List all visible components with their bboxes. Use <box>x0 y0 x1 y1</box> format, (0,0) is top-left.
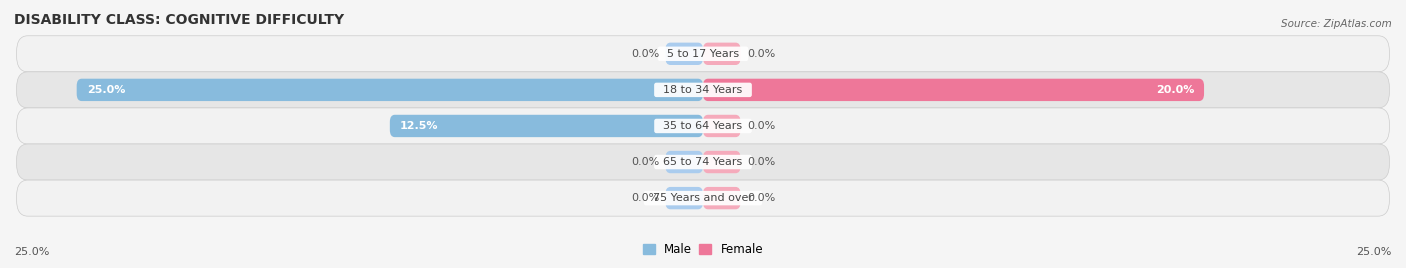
Text: 0.0%: 0.0% <box>747 157 775 167</box>
Text: Source: ZipAtlas.com: Source: ZipAtlas.com <box>1281 19 1392 29</box>
Text: 0.0%: 0.0% <box>747 121 775 131</box>
Text: 12.5%: 12.5% <box>399 121 439 131</box>
FancyBboxPatch shape <box>665 187 703 209</box>
Text: 0.0%: 0.0% <box>631 193 659 203</box>
Text: 20.0%: 20.0% <box>1156 85 1194 95</box>
Text: 0.0%: 0.0% <box>747 193 775 203</box>
Text: 18 to 34 Years: 18 to 34 Years <box>657 85 749 95</box>
FancyBboxPatch shape <box>703 115 741 137</box>
FancyBboxPatch shape <box>703 187 741 209</box>
FancyBboxPatch shape <box>703 151 741 173</box>
FancyBboxPatch shape <box>703 43 741 65</box>
Text: 65 to 74 Years: 65 to 74 Years <box>657 157 749 167</box>
Text: 35 to 64 Years: 35 to 64 Years <box>657 121 749 131</box>
FancyBboxPatch shape <box>17 144 1389 180</box>
FancyBboxPatch shape <box>665 43 703 65</box>
FancyBboxPatch shape <box>17 72 1389 108</box>
FancyBboxPatch shape <box>77 79 703 101</box>
Legend: Male, Female: Male, Female <box>638 238 768 261</box>
FancyBboxPatch shape <box>17 180 1389 216</box>
FancyBboxPatch shape <box>703 79 1204 101</box>
Text: 0.0%: 0.0% <box>631 49 659 59</box>
Text: 75 Years and over: 75 Years and over <box>645 193 761 203</box>
Text: 0.0%: 0.0% <box>747 49 775 59</box>
Text: 25.0%: 25.0% <box>14 247 49 257</box>
Text: 0.0%: 0.0% <box>631 157 659 167</box>
Text: 25.0%: 25.0% <box>1357 247 1392 257</box>
Text: 25.0%: 25.0% <box>87 85 125 95</box>
FancyBboxPatch shape <box>389 115 703 137</box>
FancyBboxPatch shape <box>17 108 1389 144</box>
Text: DISABILITY CLASS: COGNITIVE DIFFICULTY: DISABILITY CLASS: COGNITIVE DIFFICULTY <box>14 13 344 27</box>
Text: 5 to 17 Years: 5 to 17 Years <box>659 49 747 59</box>
FancyBboxPatch shape <box>665 151 703 173</box>
FancyBboxPatch shape <box>17 36 1389 72</box>
